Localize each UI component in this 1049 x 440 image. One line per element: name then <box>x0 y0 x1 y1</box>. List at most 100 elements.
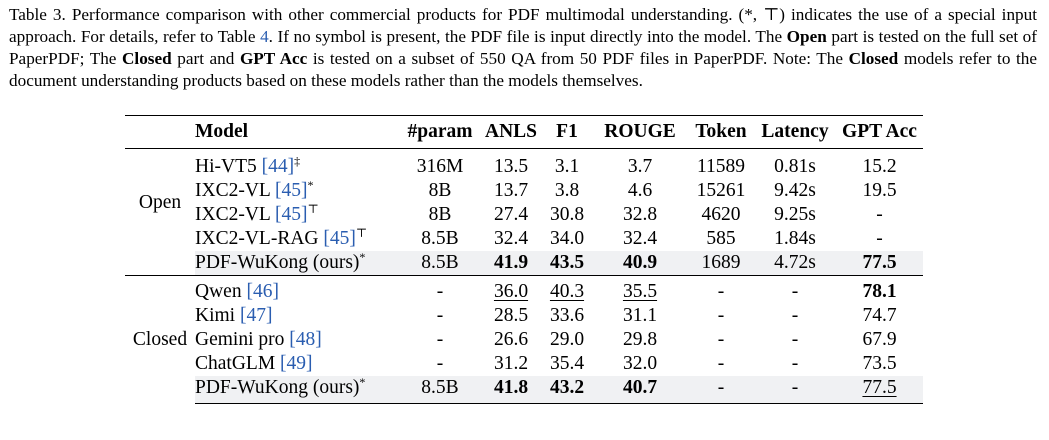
citation-link[interactable]: [44] <box>261 156 295 177</box>
header-rouge: ROUGE <box>592 115 688 149</box>
cell-latency: 1.84s <box>774 228 816 249</box>
cell-gpt-acc: 78.1 <box>836 275 923 304</box>
caption-text-4: part is tested on the full set of PaperP… <box>9 27 1037 68</box>
cell-gpt-acc: 15.2 <box>862 156 897 177</box>
cell-latency: - <box>791 305 799 326</box>
cell-param: - <box>436 353 444 374</box>
model-name: IXC2-VL [45]* <box>195 178 314 201</box>
cell-rouge: 31.1 <box>622 305 658 326</box>
open-section: Open Hi-VT5 [44]‡ 316M 13.5 3.1 3.7 1158… <box>125 149 923 276</box>
cell-latency: - <box>791 329 799 350</box>
caption-text-3: . If no symbol is present, the PDF file … <box>268 27 787 46</box>
cell-anls: 27.4 <box>493 204 529 225</box>
cell-anls: 32.4 <box>493 228 529 249</box>
caption-text-7: models refer to the document understandi… <box>9 49 1037 90</box>
citation-link[interactable]: [45] <box>323 228 356 249</box>
cell-latency: 9.42s <box>774 180 816 201</box>
cell-token: 4620 <box>701 204 741 225</box>
cell-latency: 9.25s <box>774 204 816 225</box>
header-latency: Latency <box>754 115 836 149</box>
caption-text-1: Performance comparison with other commer… <box>65 5 764 24</box>
cell-param: - <box>436 329 444 350</box>
cell-rouge: 40.7 <box>592 376 688 404</box>
cell-token: - <box>717 305 725 326</box>
group-label-open: Open <box>138 192 182 213</box>
caption-text-2: ) indicates the use of a special input a… <box>9 5 1037 46</box>
cell-gpt-acc: 67.9 <box>862 329 897 350</box>
cell-anls: 36.0 <box>493 281 529 302</box>
table-row: Open Hi-VT5 [44]‡ 316M 13.5 3.1 3.7 1158… <box>125 149 923 213</box>
cell-rouge: 32.4 <box>622 228 658 249</box>
cell-token: - <box>717 329 725 350</box>
header-f1: F1 <box>542 115 592 149</box>
results-table-wrapper: Model #param ANLS F1 ROUGE Token Latency… <box>125 115 923 404</box>
cell-token: - <box>688 275 754 304</box>
model-name: Gemini pro [48] <box>195 329 322 350</box>
model-name: ChatGLM [49] <box>195 353 313 374</box>
citation-link[interactable]: [48] <box>289 329 322 350</box>
cell-param: 8.5B <box>400 376 480 404</box>
cell-token: 1689 <box>688 251 754 276</box>
model-name: Kimi [47] <box>195 305 273 326</box>
model-name: Qwen [46] <box>195 275 400 304</box>
header-model: Model <box>195 115 400 149</box>
cell-anls: 41.9 <box>480 251 542 276</box>
cell-latency: 0.81s <box>774 156 816 177</box>
model-name: PDF-WuKong (ours)* <box>195 376 400 404</box>
header-group <box>125 115 195 149</box>
cell-token: - <box>717 353 725 374</box>
cell-param: - <box>436 305 444 326</box>
caption-text-5: part and <box>171 49 240 68</box>
cell-f1: 29.0 <box>549 329 585 350</box>
cell-f1: 40.3 <box>549 281 585 302</box>
cell-gpt-acc: 77.5 <box>836 251 923 276</box>
group-label-closed: Closed <box>125 275 195 404</box>
cell-anls: 28.5 <box>493 305 529 326</box>
cell-anls: 13.7 <box>493 180 529 201</box>
caption-symbol: ⊤ <box>763 5 780 24</box>
table-row: Kimi [47] - 28.5 33.6 31.1 - - 74.7 <box>125 304 923 328</box>
cell-f1: 43.5 <box>542 251 592 276</box>
citation-link[interactable]: [49] <box>280 353 313 374</box>
cell-anls: 13.5 <box>493 156 529 177</box>
citation-link[interactable]: [47] <box>239 305 273 326</box>
caption-gptacc-bold: GPT Acc <box>239 49 308 68</box>
model-name: PDF-WuKong (ours)* <box>195 251 400 276</box>
symbol-marker: ⊤ <box>307 202 319 216</box>
cell-f1: 35.4 <box>549 353 585 374</box>
citation-link[interactable]: [45] <box>274 204 308 225</box>
cell-gpt-acc: 73.5 <box>862 353 897 374</box>
cell-anls: 26.6 <box>493 329 529 350</box>
cell-latency: - <box>791 353 799 374</box>
caption-table-link[interactable]: 4 <box>260 27 269 46</box>
citation-link[interactable]: [45] <box>274 180 308 201</box>
cell-latency: - <box>754 376 836 404</box>
symbol-marker: * <box>307 178 314 192</box>
header-param: #param <box>400 115 480 149</box>
cell-gpt-acc: - <box>876 204 883 225</box>
table-caption: Table 3. Performance comparison with oth… <box>9 4 1037 92</box>
cell-f1: 3.1 <box>554 156 580 177</box>
cell-gpt-acc: 77.5 <box>862 377 897 398</box>
table-row: IXC2-VL [45]* 8B 13.7 3.8 4.6 15261 9.42… <box>125 179 923 203</box>
table-row: Closed Qwen [46] - 36.0 40.3 35.5 - - 78… <box>125 275 923 404</box>
citation-link[interactable]: [46] <box>246 281 279 302</box>
cell-rouge: 29.8 <box>622 329 658 350</box>
caption-text-6: is tested on a subset of 550 QA from 50 … <box>307 49 849 68</box>
cell-latency: 4.72s <box>754 251 836 276</box>
cell-rouge: 4.6 <box>627 180 653 201</box>
table-row-highlighted: PDF-WuKong (ours)* 8.5B 41.8 43.2 40.7 -… <box>125 376 923 404</box>
cell-f1: 43.2 <box>542 376 592 404</box>
model-name: Hi-VT5 [44]‡ <box>195 154 301 177</box>
table-header-row: Model #param ANLS F1 ROUGE Token Latency… <box>125 115 923 149</box>
cell-param: 8B <box>428 180 452 201</box>
cell-latency: - <box>754 275 836 304</box>
symbol-marker: * <box>359 250 366 264</box>
cell-rouge: 40.9 <box>592 251 688 276</box>
cell-gpt-acc: 74.7 <box>862 305 897 326</box>
cell-param: - <box>400 275 480 304</box>
cell-rouge: 35.5 <box>622 281 658 302</box>
cell-f1: 30.8 <box>549 204 585 225</box>
symbol-marker: * <box>359 375 366 389</box>
cell-param: 8.5B <box>421 228 459 249</box>
